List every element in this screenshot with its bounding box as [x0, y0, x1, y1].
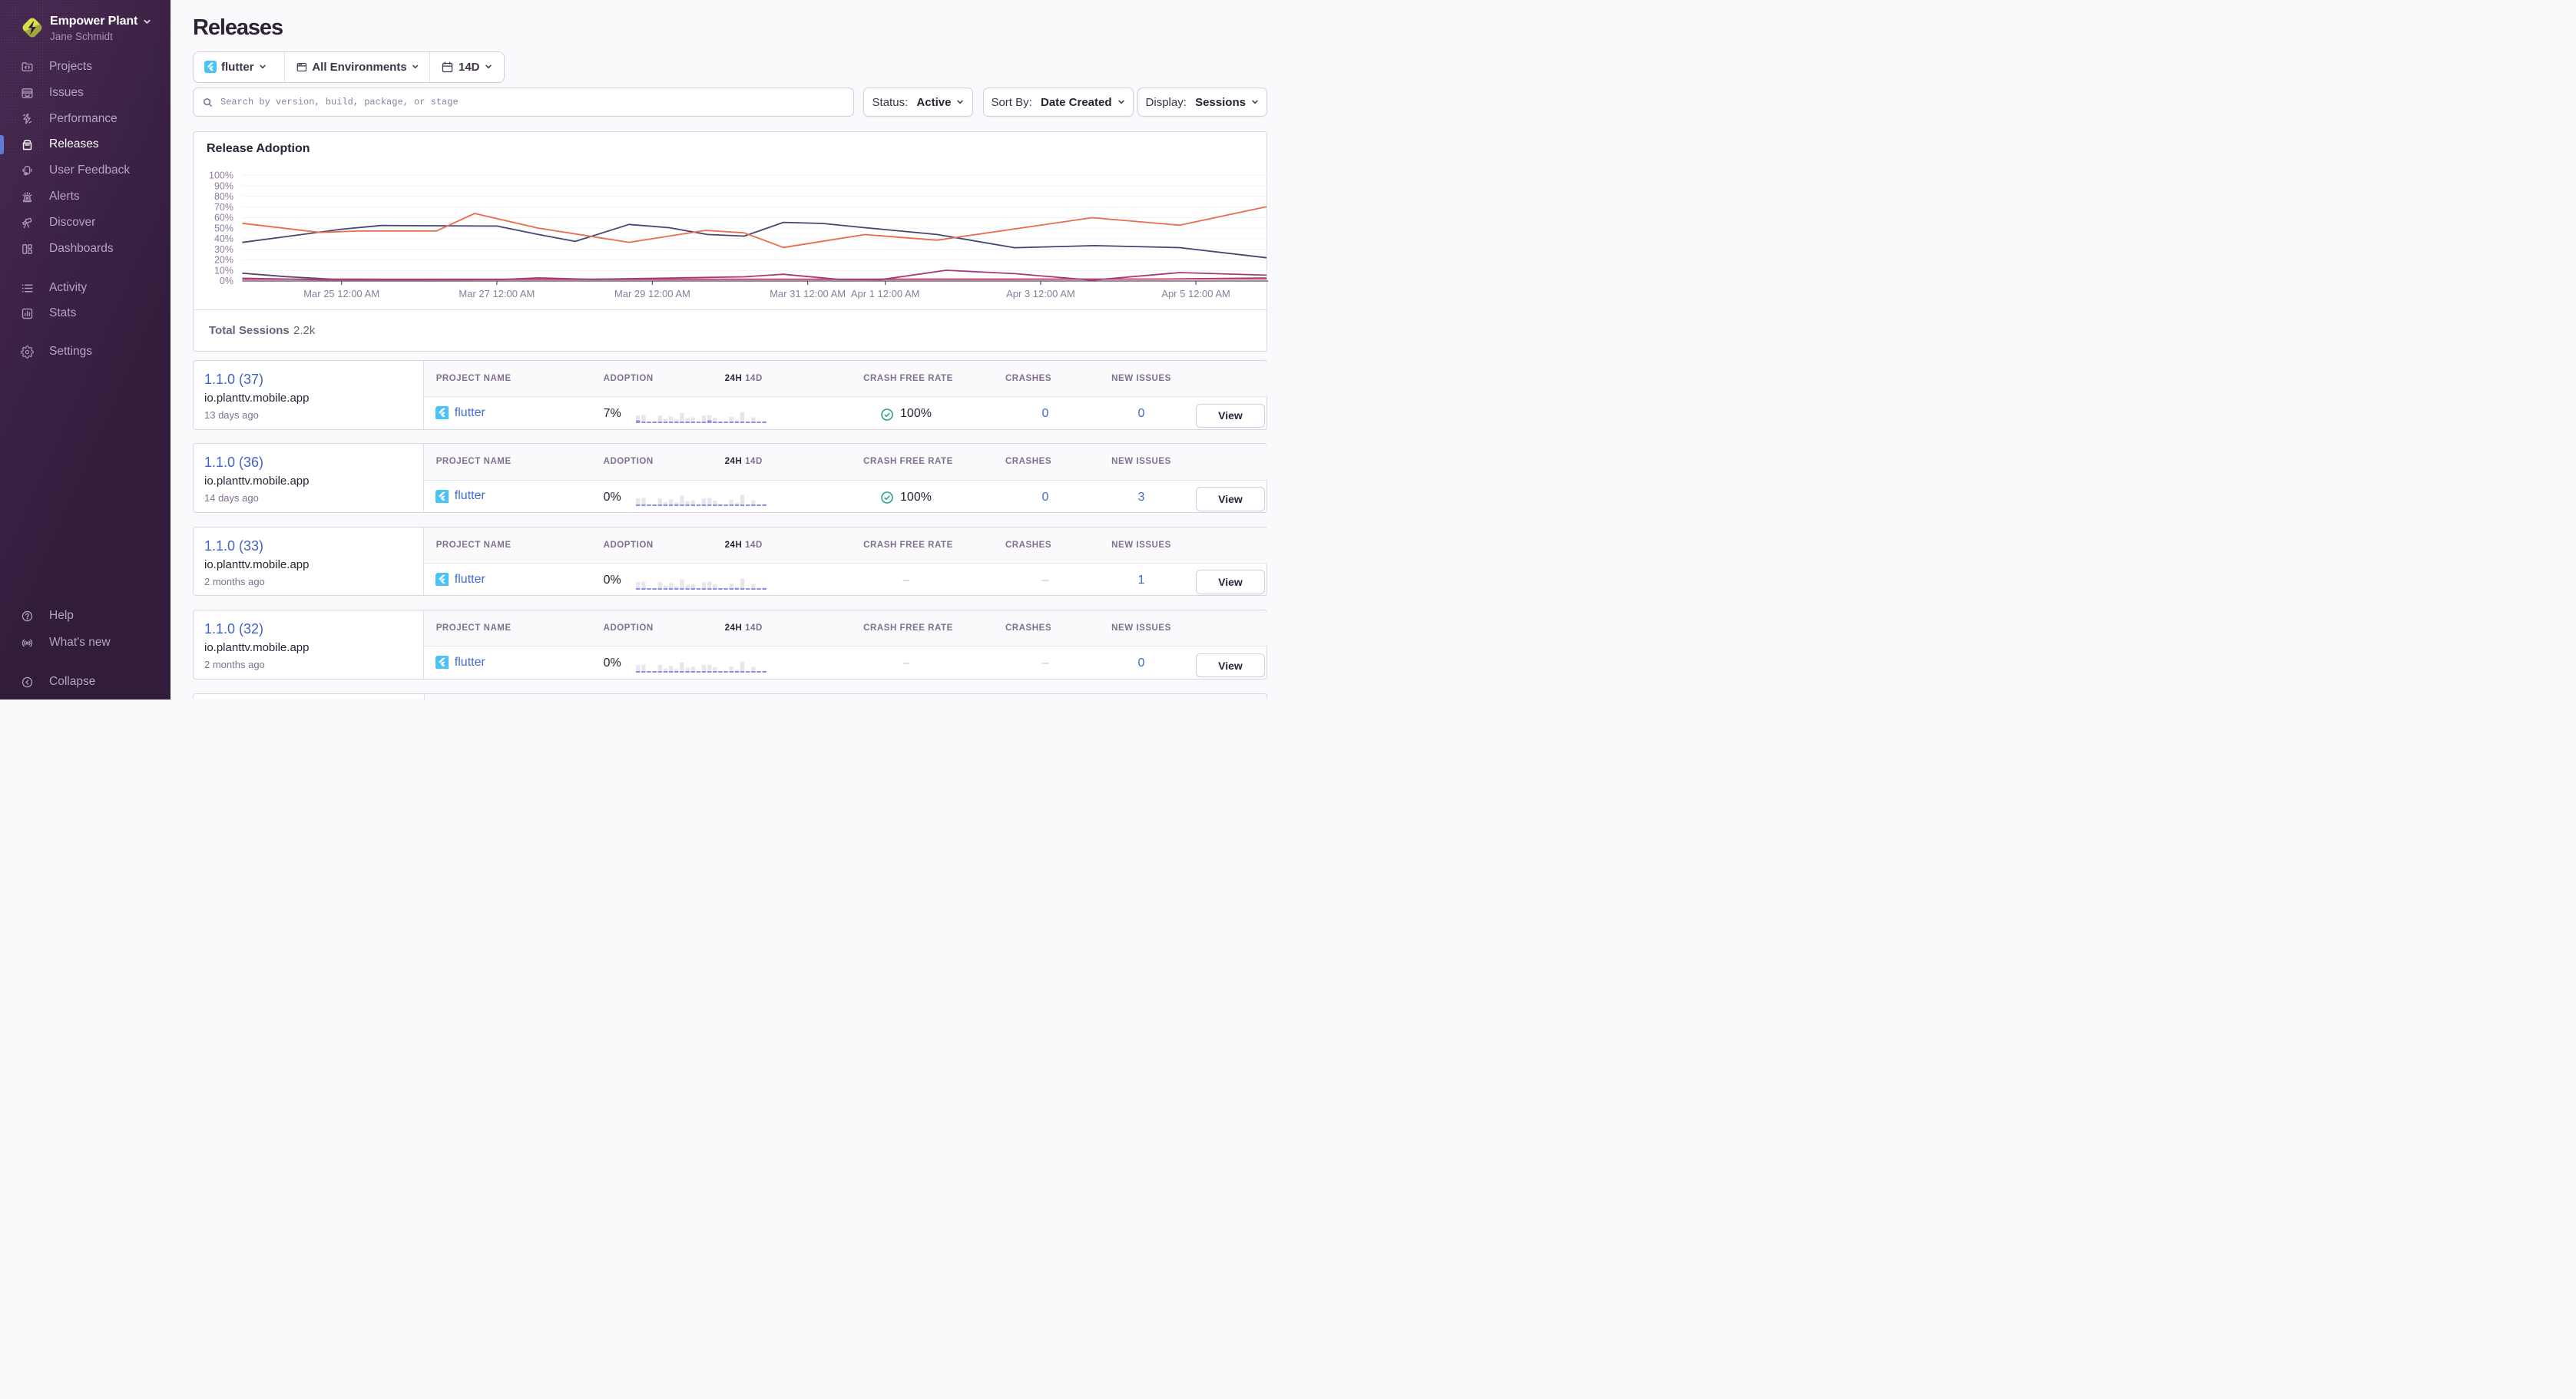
svg-text:Apr 5 12:00 AM: Apr 5 12:00 AM [1161, 288, 1230, 299]
svg-text:90%: 90% [214, 180, 233, 191]
svg-text:Mar 27 12:00 AM: Mar 27 12:00 AM [459, 288, 535, 299]
svg-text:50%: 50% [214, 223, 233, 233]
svg-text:80%: 80% [214, 191, 233, 202]
svg-text:30%: 30% [214, 243, 233, 254]
svg-text:40%: 40% [214, 233, 233, 244]
svg-text:Mar 29 12:00 AM: Mar 29 12:00 AM [614, 288, 690, 299]
svg-text:20%: 20% [214, 254, 233, 265]
svg-text:Mar 31 12:00 AM: Mar 31 12:00 AM [770, 288, 846, 299]
svg-text:100%: 100% [209, 170, 233, 180]
svg-text:60%: 60% [214, 212, 233, 223]
svg-text:0%: 0% [220, 276, 233, 286]
svg-text:Apr 3 12:00 AM: Apr 3 12:00 AM [1006, 288, 1075, 299]
svg-text:Mar 25 12:00 AM: Mar 25 12:00 AM [303, 288, 379, 299]
svg-text:70%: 70% [214, 201, 233, 212]
svg-text:10%: 10% [214, 265, 233, 276]
svg-text:Apr 1 12:00 AM: Apr 1 12:00 AM [851, 288, 920, 299]
